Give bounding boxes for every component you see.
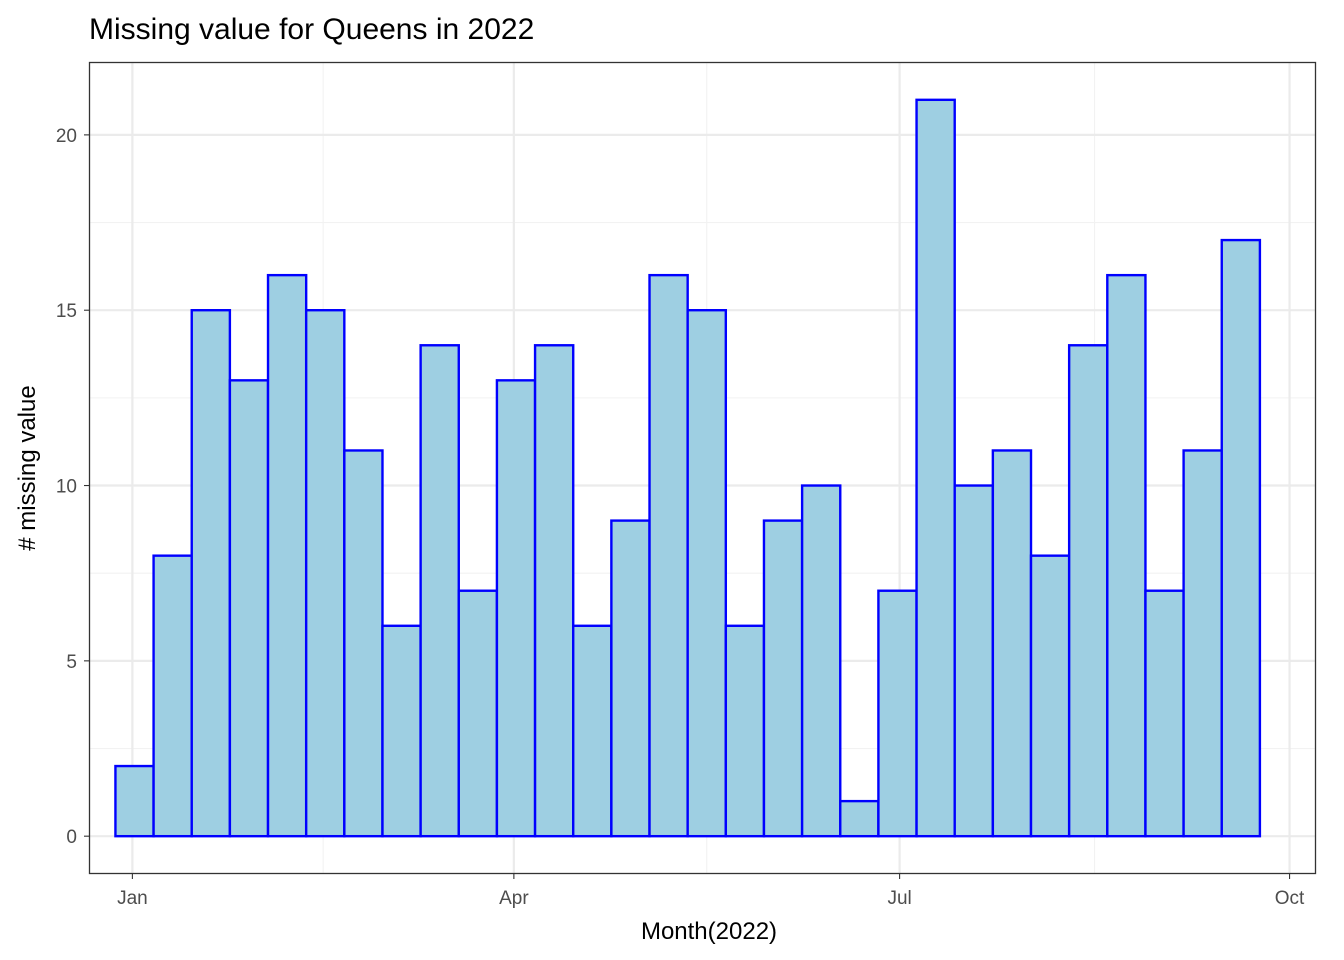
bar	[1182, 449, 1223, 838]
y-tick-label: 0	[66, 827, 77, 848]
bar	[152, 554, 193, 838]
bar	[266, 273, 308, 838]
x-tick-label: Jan	[117, 888, 148, 909]
bar	[915, 98, 956, 838]
bar	[457, 589, 499, 838]
bar	[495, 379, 537, 838]
bar	[991, 449, 1033, 838]
bars	[114, 98, 1262, 838]
y-tick-label: 5	[66, 652, 77, 673]
bar	[381, 624, 422, 838]
bar	[304, 309, 346, 838]
x-tick-label: Oct	[1275, 888, 1305, 909]
x-tick-label: Apr	[499, 888, 529, 909]
y-axis-title: # missing value	[14, 385, 41, 550]
bar	[762, 519, 804, 838]
bar	[648, 273, 689, 838]
y-tick-label: 10	[56, 477, 77, 498]
y-tick-label: 15	[56, 301, 77, 322]
bar	[343, 449, 384, 838]
x-axis-title: Month(2022)	[641, 918, 777, 945]
bar	[572, 624, 613, 838]
bar	[839, 799, 880, 838]
bar	[953, 484, 995, 838]
bar	[190, 309, 232, 838]
bar	[533, 344, 575, 838]
bar	[800, 484, 842, 838]
bar	[1067, 344, 1109, 838]
bar	[724, 624, 766, 838]
bar	[686, 309, 728, 838]
bar	[877, 589, 918, 838]
y-axis: 0 5 10 15 20	[56, 126, 90, 848]
bar	[1144, 589, 1185, 838]
x-tick-label: Jul	[887, 888, 911, 909]
bar	[114, 764, 155, 838]
bar	[610, 519, 651, 838]
chart-title: Missing value for Queens in 2022	[89, 13, 534, 46]
bar	[228, 379, 270, 838]
bar	[1029, 554, 1071, 838]
y-tick-label: 20	[56, 126, 77, 147]
bar	[419, 344, 460, 838]
bar	[1220, 238, 1262, 838]
x-axis: Jan Apr Jul Oct	[117, 873, 1305, 909]
bar	[1106, 273, 1147, 838]
panel-border	[88, 61, 1317, 875]
